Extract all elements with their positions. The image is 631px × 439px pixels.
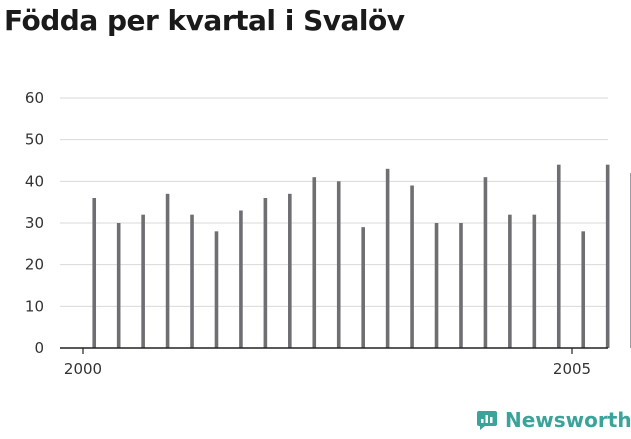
bar bbox=[165, 193, 170, 348]
bar bbox=[483, 177, 488, 348]
bar bbox=[263, 198, 268, 348]
brand-name: Newsworthy bbox=[505, 408, 631, 432]
bar bbox=[385, 168, 390, 348]
bar bbox=[288, 193, 292, 348]
bar bbox=[92, 198, 97, 348]
bar bbox=[239, 210, 243, 348]
x-tick-label: 2000 bbox=[64, 360, 102, 378]
y-tick-label: 40 bbox=[25, 172, 44, 190]
bar bbox=[410, 185, 414, 348]
bar bbox=[190, 214, 194, 348]
bar bbox=[508, 214, 512, 348]
bar bbox=[556, 164, 561, 348]
bar bbox=[581, 231, 586, 348]
y-axis-ticks: 0 10 20 30 40 50 60 bbox=[25, 89, 44, 357]
y-tick-label: 30 bbox=[25, 214, 44, 232]
bar bbox=[434, 223, 439, 348]
y-tick-label: 10 bbox=[25, 297, 44, 315]
y-tick-label: 50 bbox=[25, 131, 44, 149]
y-tick-label: 20 bbox=[25, 256, 44, 274]
x-axis: 200020052010201520202025 bbox=[60, 347, 608, 378]
bar bbox=[605, 164, 610, 348]
y-tick-label: 60 bbox=[25, 89, 44, 107]
bar bbox=[459, 223, 463, 348]
brand-logo[interactable]: Newsworthy bbox=[476, 408, 631, 432]
bar bbox=[336, 181, 341, 348]
bar bbox=[141, 214, 145, 348]
grid-lines bbox=[60, 97, 608, 307]
bar bbox=[214, 231, 219, 348]
bar bbox=[312, 177, 317, 348]
chart-title: Födda per kvartal i Svalöv bbox=[4, 4, 405, 37]
bar bbox=[361, 227, 365, 348]
y-tick-label: 0 bbox=[34, 339, 44, 357]
bar bbox=[116, 223, 121, 348]
bars bbox=[92, 164, 631, 348]
bar bbox=[532, 214, 537, 348]
bar-chart-speech-icon bbox=[477, 411, 497, 430]
x-tick-label: 2005 bbox=[553, 360, 591, 378]
